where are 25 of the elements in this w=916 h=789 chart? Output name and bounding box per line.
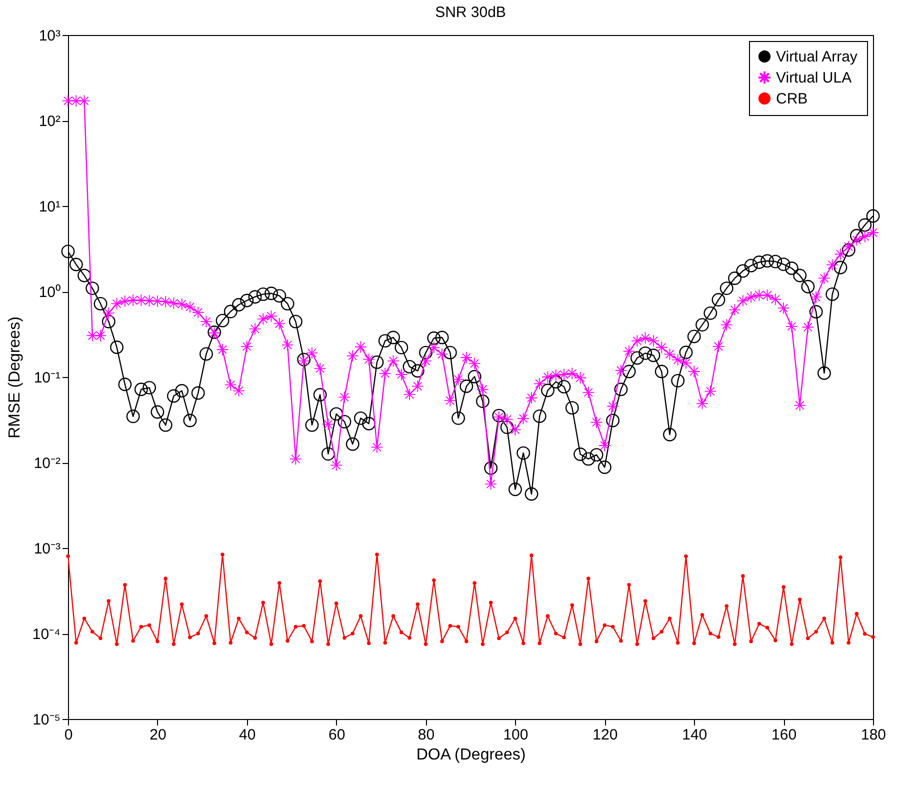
y-tick-label: 10³	[38, 28, 60, 44]
x-tick-label: 40	[239, 726, 256, 744]
x-tick-label: 180	[860, 726, 886, 744]
y-tick-label: 10⁻⁴	[32, 626, 60, 643]
y-axis-title: RMSE (Degrees)	[6, 316, 24, 438]
x-tick-label: 120	[592, 726, 618, 744]
legend-label: Virtual Array	[776, 48, 858, 66]
x-tick-label: 100	[503, 726, 528, 744]
x-tick-label: 80	[418, 726, 435, 744]
y-tick-label: 10¹	[38, 198, 60, 216]
legend-label: CRB	[776, 90, 808, 108]
x-axis-title: DOA (Degrees)	[416, 746, 526, 764]
x-tick-label: 0	[64, 726, 73, 744]
y-tick-label: 10⁻⁵	[32, 712, 60, 728]
y-tick-label: 10²	[38, 113, 60, 130]
x-tick-label: 20	[150, 726, 166, 744]
y-tick-label: 10⁻¹	[34, 370, 60, 386]
x-tick-label: 160	[772, 726, 797, 744]
chart-title: SNR 30dB	[435, 4, 506, 21]
y-tick-label: 10⁻²	[34, 455, 60, 472]
y-tick-label: 10⁻³	[34, 540, 60, 558]
legend-label: Virtual ULA	[776, 70, 852, 86]
x-tick-label: 60	[328, 726, 346, 744]
x-tick-label: 140	[682, 726, 708, 744]
y-tick-label: 10⁰	[38, 284, 60, 301]
